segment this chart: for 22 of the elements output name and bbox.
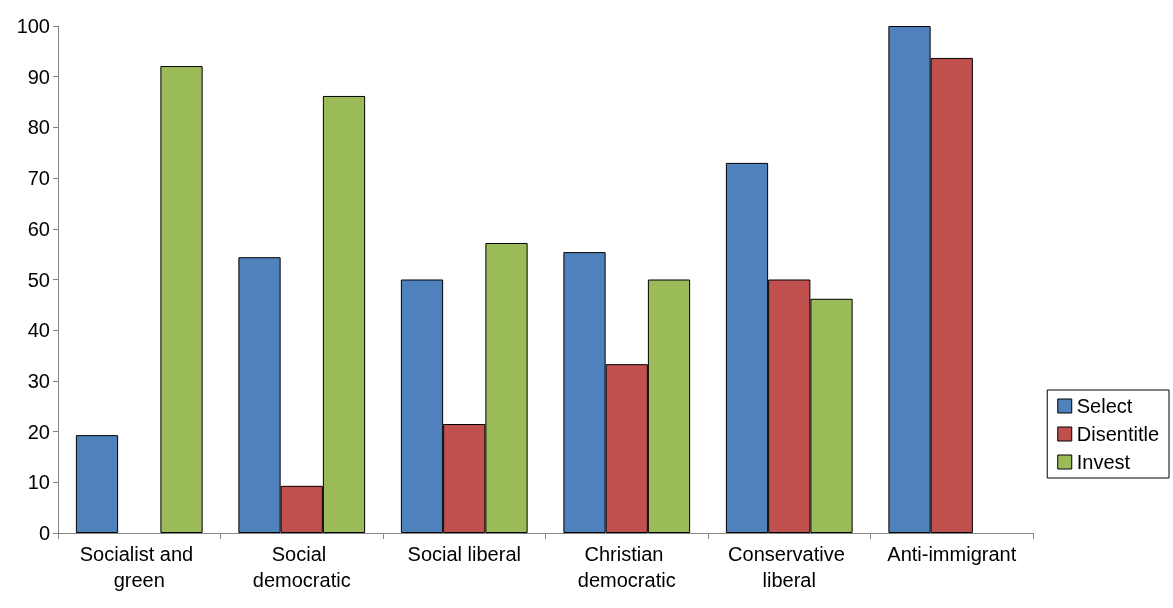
legend-label: Invest — [1076, 451, 1131, 473]
x-tick-label: Anti-immigrant — [887, 543, 1017, 565]
y-tick-label: 50 — [27, 268, 50, 291]
legend-label: Select — [1076, 395, 1133, 417]
x-tick-label: Socialist and green — [79, 543, 199, 591]
x-tick-label: Christian democratic — [577, 543, 676, 591]
y-tick-label: 80 — [27, 116, 50, 139]
bar — [75, 435, 119, 533]
x-tick-label: Conservative liberal — [728, 543, 851, 591]
y-tick-label: 40 — [27, 319, 50, 342]
y-tick-label: 70 — [27, 167, 50, 190]
y-tick-label: 30 — [27, 369, 50, 392]
y-tick-label: 100 — [16, 15, 50, 37]
y-tick-label: 10 — [27, 471, 50, 494]
y-tick-label: 0 — [38, 522, 50, 544]
y-tick-label: 60 — [27, 217, 50, 240]
y-tick-label: 90 — [27, 65, 50, 88]
x-tick-label: Social democratic — [252, 543, 351, 591]
legend-label: Disentitle — [1076, 423, 1160, 445]
bar — [160, 66, 203, 533]
x-tick-label: Social liberal — [407, 543, 521, 565]
y-tick-label: 20 — [27, 420, 50, 443]
